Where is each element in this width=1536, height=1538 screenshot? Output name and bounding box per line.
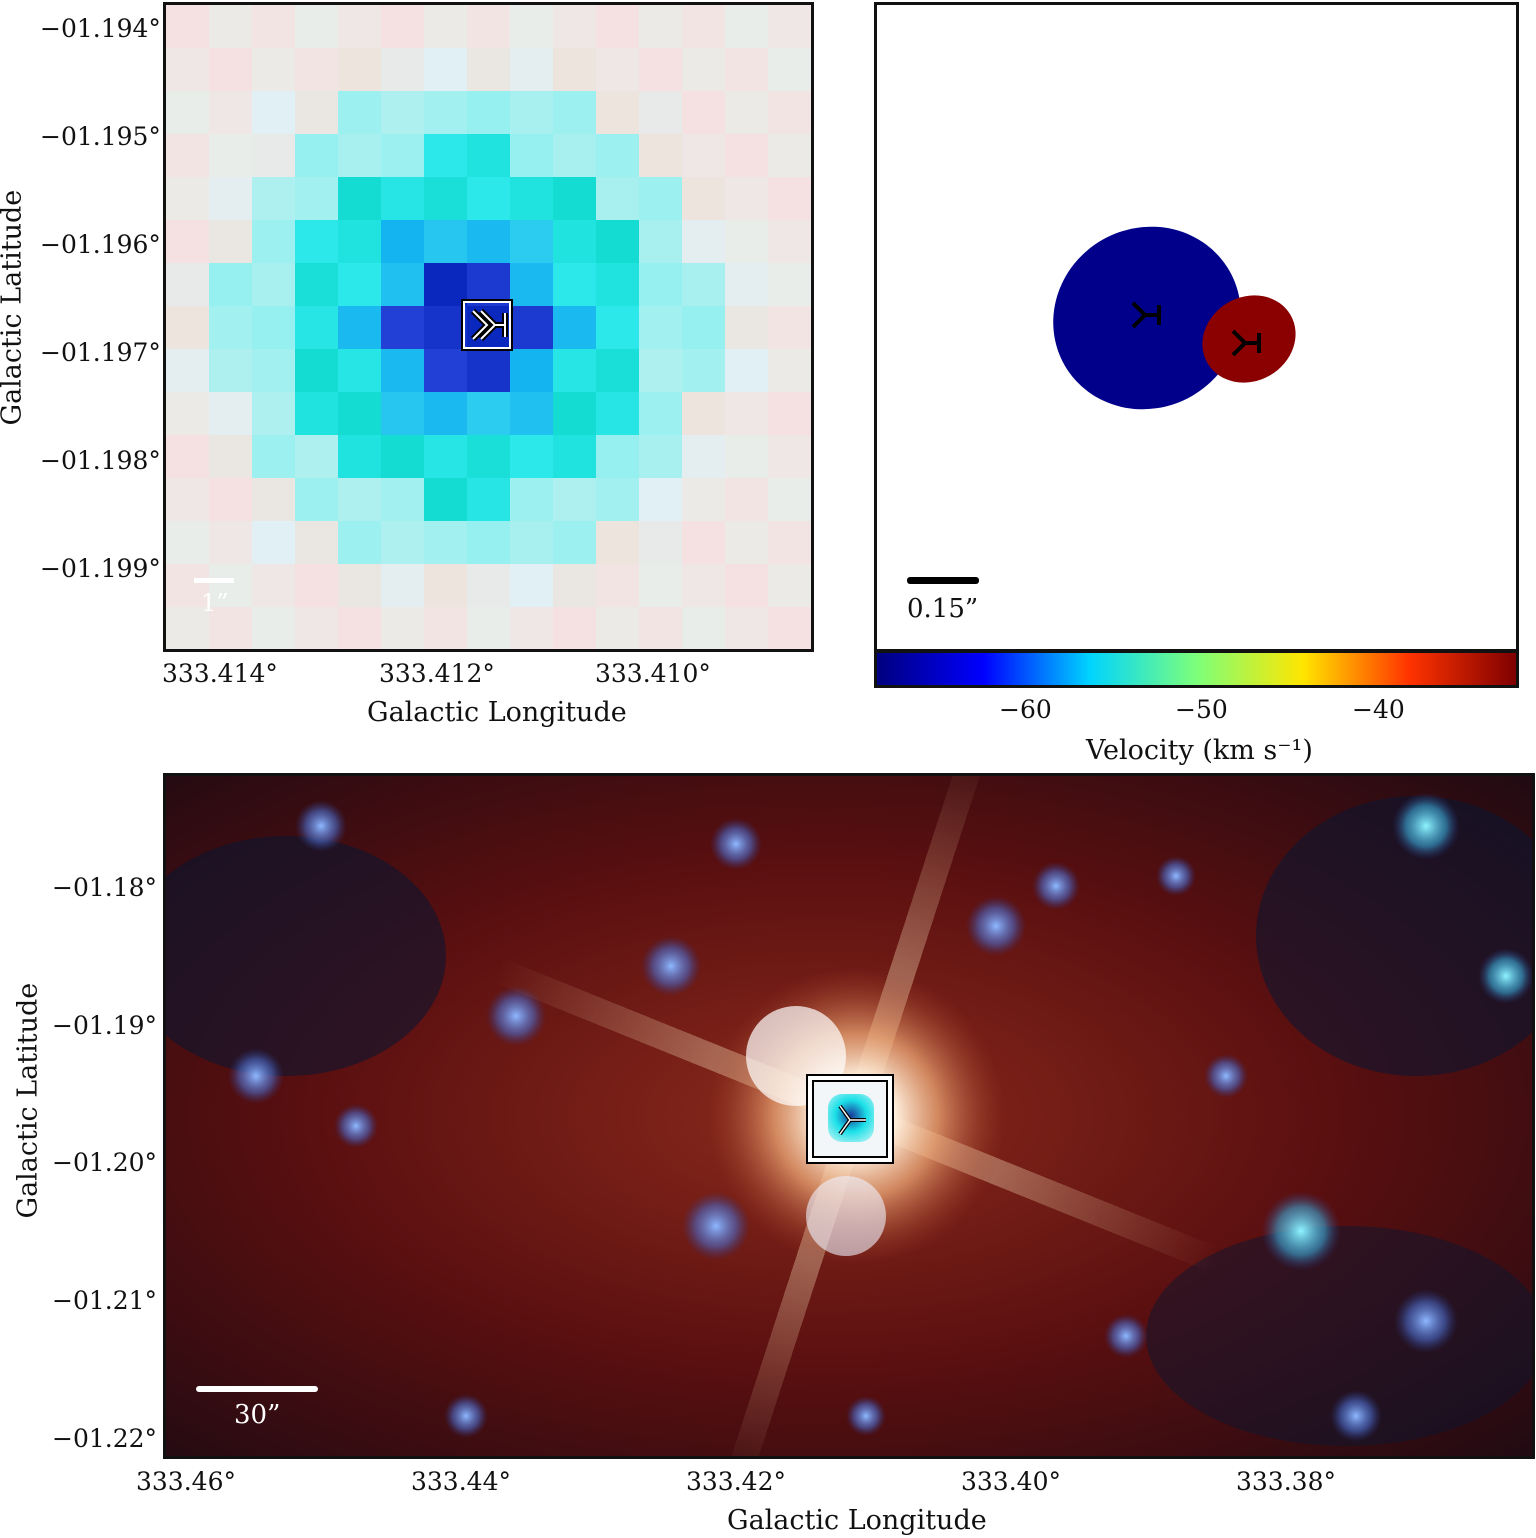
y-axis-title: Galactic Latitude [0,189,28,426]
colorbar-tick-label: −40 [1352,695,1405,724]
x-tick-label: 333.46° [136,1467,236,1496]
y-tick-label: −01.198° [40,446,161,475]
x-axis-title: Galactic Longitude [367,697,627,728]
y-tick-label: −01.194° [40,14,161,43]
bottom-scale-bar [196,1386,318,1392]
pixel-map-image [166,5,811,649]
maser-marker-icon [470,308,508,342]
y-tick-label: −01.20° [52,1148,158,1177]
maser-marker-icon [1131,301,1161,329]
y-tick-label: −01.22° [52,1424,158,1453]
y-tick-label: −01.18° [52,873,158,902]
x-axis-title: Galactic Longitude [727,1505,987,1536]
maser-marker-icon [1231,329,1261,357]
y-tick-label: −01.199° [40,554,161,583]
red-maser-spot [1202,295,1296,383]
x-tick-label: 333.38° [1236,1467,1336,1496]
y-tick-label: −01.196° [40,230,161,259]
blue-maser-spot [1053,226,1241,410]
y-axis-title: Galactic Latitude [12,982,44,1219]
colorbar-tick-label: −60 [999,695,1052,724]
bottom-scale-label: 30” [234,1400,281,1430]
x-tick-label: 333.414° [162,659,278,688]
colorbar-title: Velocity (km s⁻¹) [1086,735,1313,766]
spot-map [1053,226,1296,410]
top-right-scale-label: 0.15” [907,594,979,624]
y-tick-label: −01.19° [52,1011,158,1040]
x-tick-label: 333.412° [379,659,495,688]
x-tick-label: 333.40° [961,1467,1061,1496]
velocity-colorbar [874,650,1519,688]
infrared-image-panel: 30” [163,773,1535,1459]
top-left-scale-label: 1” [201,589,229,617]
target-marker-box [461,299,513,351]
y-tick-label: −01.195° [40,122,161,151]
field-stars [228,792,1532,1442]
spot-map-panel: 0.15” [874,2,1519,652]
x-tick-label: 333.42° [686,1467,786,1496]
x-tick-label: 333.44° [411,1467,511,1496]
x-tick-label: 333.410° [595,659,711,688]
y-tick-label: −01.197° [40,338,161,367]
pixel-map-panel: 1” [163,2,814,652]
top-left-scale-bar [194,578,234,583]
inset-box [806,1074,894,1164]
maser-marker-icon [838,1104,866,1136]
colorbar-tick-label: −50 [1175,695,1228,724]
y-tick-label: −01.21° [52,1286,158,1315]
top-right-scale-bar [907,577,979,584]
